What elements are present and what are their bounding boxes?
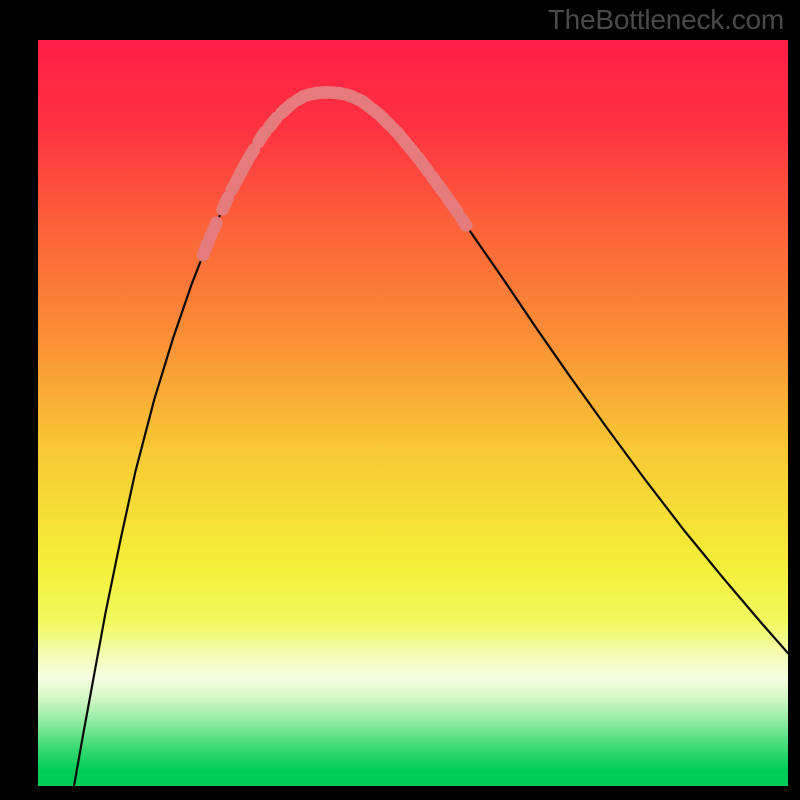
watermark-text: TheBottleneck.com (548, 4, 784, 36)
plot-area (38, 40, 788, 786)
